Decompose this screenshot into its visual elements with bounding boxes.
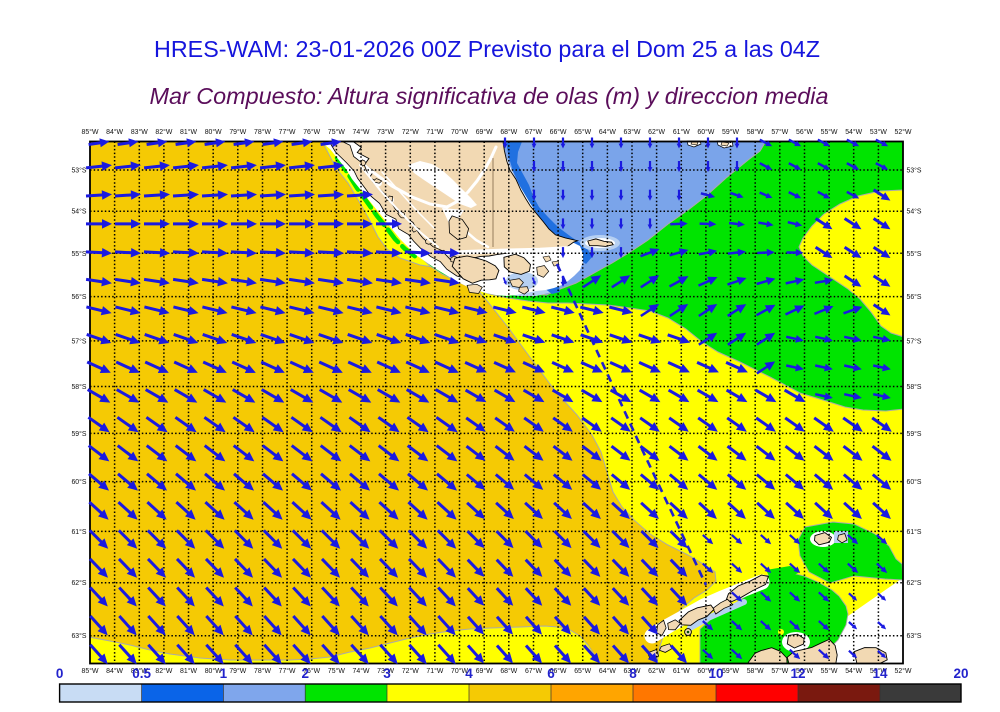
svg-text:63°S: 63°S [907,632,922,640]
svg-text:75°W: 75°W [328,128,345,136]
svg-text:52°W: 52°W [895,667,912,675]
svg-text:53°W: 53°W [870,128,887,136]
svg-text:79°W: 79°W [229,128,246,136]
svg-text:6: 6 [547,666,555,681]
svg-text:68°W: 68°W [500,128,517,136]
svg-text:77°W: 77°W [279,128,296,136]
svg-text:56°W: 56°W [796,128,813,136]
svg-text:67°W: 67°W [525,667,542,675]
svg-text:59°W: 59°W [722,128,739,136]
svg-text:63°S: 63°S [71,632,86,640]
svg-text:72°W: 72°W [402,667,419,675]
svg-text:55°S: 55°S [71,250,86,258]
svg-text:1: 1 [220,666,228,681]
svg-text:56°S: 56°S [71,293,86,301]
svg-text:82°W: 82°W [155,128,172,136]
svg-text:58°W: 58°W [747,128,764,136]
svg-text:61°S: 61°S [71,528,86,536]
svg-text:4: 4 [465,666,473,681]
svg-text:68°W: 68°W [500,667,517,675]
svg-text:61°W: 61°W [673,667,690,675]
svg-text:75°W: 75°W [328,667,345,675]
svg-text:81°W: 81°W [180,128,197,136]
svg-text:67°W: 67°W [525,128,542,136]
svg-text:55°S: 55°S [907,250,922,258]
svg-text:71°W: 71°W [426,128,443,136]
svg-text:64°W: 64°W [599,667,616,675]
svg-text:84°W: 84°W [106,128,123,136]
svg-text:52°W: 52°W [895,128,912,136]
svg-text:85°W: 85°W [82,667,99,675]
svg-text:62°W: 62°W [648,128,665,136]
svg-text:2: 2 [301,666,309,681]
svg-text:58°W: 58°W [747,667,764,675]
svg-text:73°W: 73°W [377,128,394,136]
svg-text:10: 10 [708,666,723,681]
svg-text:60°S: 60°S [71,478,86,486]
svg-text:61°W: 61°W [673,128,690,136]
svg-text:69°W: 69°W [476,128,493,136]
svg-text:66°W: 66°W [550,128,567,136]
svg-text:61°S: 61°S [907,528,922,536]
svg-text:80°W: 80°W [205,128,222,136]
svg-text:57°S: 57°S [71,337,86,345]
svg-text:76°W: 76°W [303,128,320,136]
svg-text:57°W: 57°W [771,667,788,675]
svg-text:77°W: 77°W [279,667,296,675]
svg-text:Mar Compuesto: Altura signific: Mar Compuesto: Altura significativa de o… [149,83,828,109]
svg-text:54°S: 54°S [907,208,922,216]
svg-text:74°W: 74°W [353,128,370,136]
svg-text:59°W: 59°W [722,667,739,675]
svg-text:70°W: 70°W [451,128,468,136]
svg-text:3: 3 [383,666,391,681]
svg-text:63°W: 63°W [624,128,641,136]
svg-text:14: 14 [872,666,888,681]
svg-text:59°S: 59°S [907,430,922,438]
svg-text:74°W: 74°W [353,667,370,675]
svg-text:82°W: 82°W [155,667,172,675]
svg-text:69°W: 69°W [476,667,493,675]
svg-text:81°W: 81°W [180,667,197,675]
svg-text:0: 0 [56,666,64,681]
svg-text:HRES-WAM: 23-01-2026 00Z Previ: HRES-WAM: 23-01-2026 00Z Previsto para e… [154,36,820,62]
svg-text:55°W: 55°W [821,667,838,675]
svg-text:59°S: 59°S [71,430,86,438]
svg-text:53°S: 53°S [907,167,922,175]
svg-text:60°S: 60°S [907,478,922,486]
svg-text:65°W: 65°W [574,128,591,136]
svg-text:65°W: 65°W [574,667,591,675]
svg-text:78°W: 78°W [254,128,271,136]
svg-text:20: 20 [953,666,968,681]
svg-text:64°W: 64°W [599,128,616,136]
svg-text:60°W: 60°W [697,128,714,136]
svg-text:53°S: 53°S [71,167,86,175]
svg-text:85°W: 85°W [82,128,99,136]
svg-text:54°W: 54°W [845,667,862,675]
svg-text:84°W: 84°W [106,667,123,675]
svg-text:54°S: 54°S [71,208,86,216]
svg-text:57°S: 57°S [907,337,922,345]
svg-text:12: 12 [790,666,805,681]
svg-text:62°S: 62°S [907,579,922,587]
svg-text:8: 8 [629,666,637,681]
svg-text:54°W: 54°W [845,128,862,136]
svg-text:83°W: 83°W [131,128,148,136]
svg-text:58°S: 58°S [71,383,86,391]
svg-text:0.5: 0.5 [132,666,151,681]
svg-text:57°W: 57°W [771,128,788,136]
svg-text:55°W: 55°W [821,128,838,136]
svg-text:56°S: 56°S [907,293,922,301]
svg-text:78°W: 78°W [254,667,271,675]
svg-text:71°W: 71°W [426,667,443,675]
svg-text:79°W: 79°W [229,667,246,675]
svg-text:58°S: 58°S [907,383,922,391]
svg-text:62°S: 62°S [71,579,86,587]
svg-text:72°W: 72°W [402,128,419,136]
svg-text:62°W: 62°W [648,667,665,675]
